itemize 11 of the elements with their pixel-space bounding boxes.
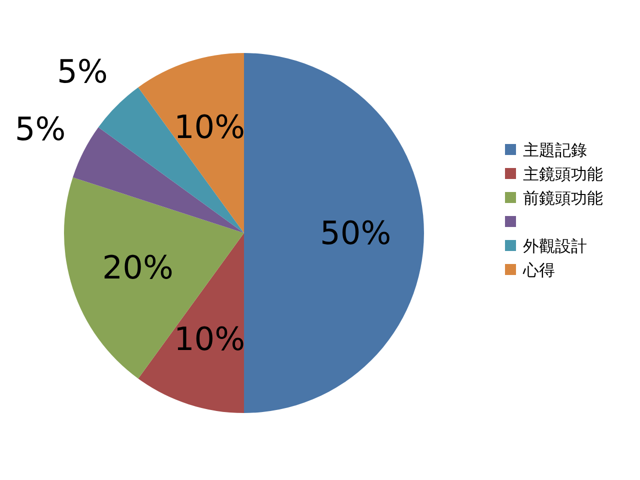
data-label: 50% <box>320 214 392 252</box>
legend-label: 外觀設計 <box>523 236 587 256</box>
legend-label: 前鏡頭功能 <box>523 188 603 208</box>
data-label: 10% <box>174 320 246 358</box>
data-label: 10% <box>174 108 246 146</box>
data-label: 20% <box>102 248 174 286</box>
legend-label: 主題記錄 <box>523 140 587 160</box>
data-label: 5% <box>56 52 108 90</box>
data-label: 5% <box>14 110 66 148</box>
legend-label: 主鏡頭功能 <box>523 164 603 184</box>
legend-label: 心得 <box>522 260 555 280</box>
